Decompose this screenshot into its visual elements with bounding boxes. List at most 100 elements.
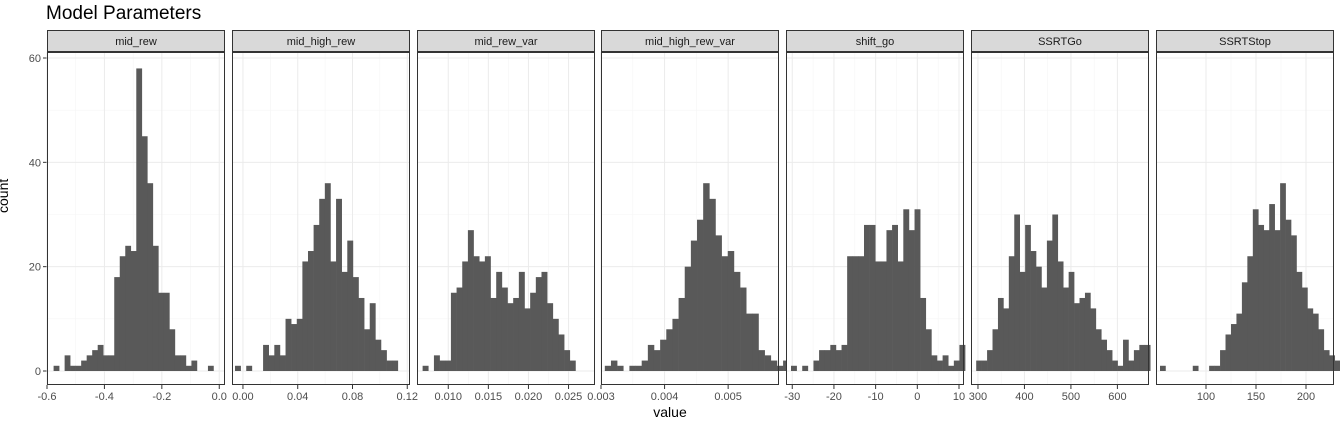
histogram-bar-mid_high_rew_var <box>746 313 753 371</box>
x-tick-label: 150 <box>1247 391 1265 403</box>
histogram-bar-mid_high_rew <box>307 251 314 371</box>
histogram-bar-mid_rew <box>174 355 181 371</box>
histogram-bar-SSRTGo <box>1095 329 1102 371</box>
x-tick-label: 0.08 <box>342 391 363 403</box>
histogram-bar-mid_rew_var <box>547 303 554 371</box>
histogram-bar-mid_high_rew <box>296 318 303 371</box>
facet-strip-label: mid_rew <box>115 36 157 48</box>
histogram-bar-mid_high_rew <box>375 339 382 371</box>
histogram-bar-SSRTStop <box>1274 230 1281 371</box>
histogram-bar-mid_rew <box>141 136 148 371</box>
y-tick-label: 60 <box>29 53 41 65</box>
histogram-bar-SSRTGo <box>1123 339 1129 371</box>
histogram-bar-mid_rew_var <box>473 256 480 371</box>
histogram-bar-mid_rew_var <box>530 292 537 371</box>
facet-strip <box>1156 30 1334 52</box>
histogram-bar-mid_high_rew_var <box>758 350 765 371</box>
x-tick-label: 0.12 <box>397 391 418 403</box>
x-tick-label: 0.003 <box>587 391 615 403</box>
histogram-bar-mid_rew <box>81 360 87 371</box>
histogram-bar-mid_rew <box>130 251 137 371</box>
histogram-bar-SSRTGo <box>987 350 993 371</box>
x-tick-label: 0.04 <box>287 391 308 403</box>
histogram-bar-shift_go <box>858 256 865 371</box>
histogram-bar-mid_rew <box>103 355 110 371</box>
histogram-bar-mid_rew_var <box>439 360 446 371</box>
histogram-bar-shift_go <box>925 329 932 371</box>
histogram-bar-mid_high_rew_var <box>709 198 716 371</box>
histogram-bar-shift_go <box>953 360 960 371</box>
histogram-bar-SSRTStop <box>1214 365 1221 371</box>
x-tick-label: 0.00 <box>232 391 253 403</box>
histogram-bar-shift_go <box>841 344 848 371</box>
histogram-bar-SSRTStop <box>1323 350 1330 371</box>
histogram-bar-mid_rew <box>86 355 93 371</box>
x-tick-label: 10 <box>953 391 965 403</box>
histogram-bar-SSRTGo <box>1014 214 1021 371</box>
x-tick-label: -0.4 <box>95 391 114 403</box>
histogram-bar-mid_rew <box>158 292 165 371</box>
histogram-bar-SSRTStop <box>1291 235 1297 371</box>
histogram-bar-mid_high_rew <box>263 344 269 371</box>
histogram-bar-shift_go <box>802 365 809 371</box>
histogram-bar-SSRTGo <box>1106 350 1113 371</box>
panel-border <box>786 52 964 385</box>
histogram-bar-mid_rew <box>125 245 132 371</box>
histogram-bar-mid_rew_var <box>456 287 463 371</box>
facet-strip-label: SSRTGo <box>1038 36 1082 48</box>
histogram-bar-mid_high_rew <box>291 324 298 371</box>
histogram-bar-mid_high_rew <box>358 297 365 371</box>
facet-strip-label: mid_rew_var <box>475 36 538 48</box>
histogram-bar-mid_high_rew_var <box>629 365 636 371</box>
histogram-bar-mid_high_rew_var <box>690 240 698 371</box>
histogram-bar-mid_high_rew_var <box>684 266 692 371</box>
histogram-bar-mid_high_rew_var <box>653 350 661 371</box>
panel-border <box>417 52 595 385</box>
histogram-bar-mid_rew <box>136 68 143 371</box>
histogram-bar-shift_go <box>813 360 820 371</box>
histogram-bar-SSRTStop <box>1220 350 1226 371</box>
histogram-bar-SSRTGo <box>1090 308 1097 371</box>
histogram-bar-mid_high_rew <box>336 198 342 371</box>
panel-border <box>47 52 225 385</box>
facet-strip <box>786 30 964 52</box>
y-tick-label: 40 <box>29 157 41 169</box>
y-tick-label: 0 <box>35 366 41 378</box>
chart-title: Model Parameters <box>46 3 202 24</box>
facet-strip-label: mid_high_rew <box>287 36 356 48</box>
histogram-bar-SSRTGo <box>1079 297 1086 371</box>
histogram-bar-mid_rew_var <box>450 292 457 371</box>
x-tick-label: 0.015 <box>475 391 503 403</box>
histogram-bar-mid_rew <box>185 365 192 371</box>
histogram-bar-shift_go <box>886 230 893 371</box>
histogram-bar-shift_go <box>931 355 938 371</box>
histogram-bar-shift_go <box>897 261 904 371</box>
x-tick-label: 0.020 <box>515 391 543 403</box>
histogram-bar-mid_rew_var <box>479 261 486 371</box>
facet-strip-label: SSRTStop <box>1219 36 1271 48</box>
histogram-bar-mid_high_rew <box>268 355 275 371</box>
facet-strip <box>417 30 595 52</box>
histogram-bar-shift_go <box>869 224 876 371</box>
histogram-bar-SSRTGo <box>976 360 982 371</box>
x-tick-label: 400 <box>1015 391 1033 403</box>
facet-strip <box>232 30 410 52</box>
panel-border <box>232 52 410 385</box>
histogram-bar-shift_go <box>920 297 927 371</box>
histogram-bar-SSRTGo <box>1117 365 1124 371</box>
histogram-bar-SSRTStop <box>1263 230 1270 371</box>
x-tick-label: 100 <box>1197 391 1215 403</box>
histogram-bar-mid_rew <box>147 183 154 371</box>
histogram-bar-mid_high_rew_var <box>770 360 778 371</box>
histogram-bar-mid_rew <box>108 355 115 371</box>
histogram-bar-mid_high_rew <box>386 360 393 371</box>
histogram-bar-shift_go <box>942 355 949 371</box>
histogram-bar-mid_rew <box>191 360 198 371</box>
histogram-bar-SSRTGo <box>992 329 999 371</box>
histogram-bar-SSRTGo <box>1057 261 1064 371</box>
x-tick-label: -0.2 <box>152 391 171 403</box>
facet-strip-label: mid_high_rew_var <box>645 36 735 48</box>
histogram-bar-mid_rew <box>70 365 76 371</box>
histogram-bar-shift_go <box>824 350 831 371</box>
histogram-bar-shift_go <box>875 261 882 371</box>
